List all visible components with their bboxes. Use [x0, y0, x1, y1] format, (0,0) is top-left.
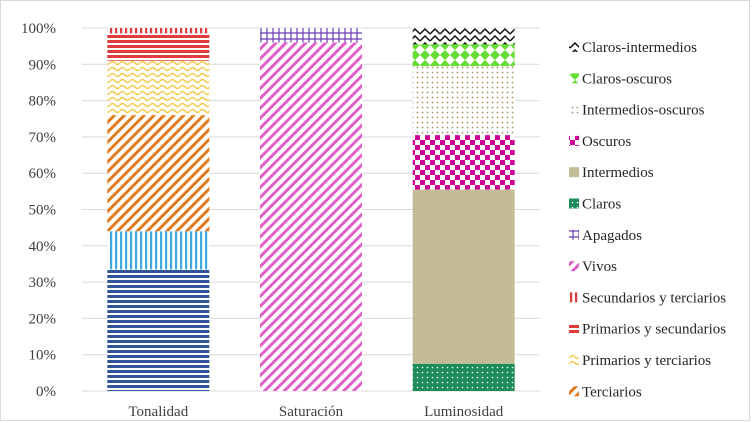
legend-item: Primarios y secundarios: [569, 322, 726, 338]
y-tick-label: 20%: [29, 311, 57, 327]
legend-item: Claros: [569, 197, 621, 213]
bar-segment: [107, 33, 210, 61]
legend-item: Oscuros: [569, 134, 631, 150]
legend-label: Apagados: [582, 228, 642, 244]
legend-swatch: [569, 355, 579, 365]
legend-label: Secundarios y terciarios: [582, 290, 726, 306]
legend-item: Secundarios y terciarios: [569, 290, 726, 306]
y-tick-label: 70%: [29, 130, 57, 146]
legend-item: Intermedios-oscuros: [569, 103, 705, 119]
legend-item: Vivos: [569, 259, 617, 275]
y-tick-label: 0%: [36, 384, 56, 400]
y-tick-label: 60%: [29, 166, 57, 182]
legend-swatch: [569, 167, 579, 178]
legend-label: Terciarios: [582, 384, 642, 400]
y-tick-label: 100%: [21, 21, 56, 37]
bar-segment: [107, 115, 210, 232]
y-axis-ticks: 0% 10% 20% 30% 40% 50% 60% 70% 80% 90% 100%: [21, 21, 56, 400]
x-category-label: Saturación: [279, 404, 344, 420]
legend-swatch: [569, 292, 579, 303]
legend-swatch: [569, 42, 579, 52]
legend-swatch: [569, 229, 579, 240]
bar-segment: [412, 66, 515, 136]
legend-swatch: [569, 386, 579, 397]
bar-segment: [412, 363, 515, 391]
legend-label: Primarios y terciarios: [582, 353, 711, 369]
y-tick-label: 50%: [29, 203, 57, 219]
legend-label: Oscuros: [582, 134, 631, 150]
bar-segment: [412, 44, 515, 67]
legend-swatch: [569, 135, 579, 146]
bar-segment: [107, 60, 210, 116]
legend-item: Claros-oscuros: [569, 71, 672, 87]
x-axis-categories: Tonalidad Saturación Luminosidad: [128, 404, 503, 420]
y-tick-label: 40%: [29, 239, 57, 255]
legend-item: Intermedios: [569, 165, 654, 181]
legend-swatch: [569, 104, 579, 115]
legend-label: Intermedios: [582, 165, 654, 181]
bar-segment: [107, 269, 210, 391]
legend: Claros-intermedios Claros-oscuros Intermed…: [569, 40, 726, 400]
bars: [107, 28, 515, 392]
legend-label: Claros-oscuros: [582, 71, 672, 87]
bar-segment: [260, 28, 362, 43]
legend-label: Vivos: [582, 259, 617, 275]
bar-segment: [260, 42, 362, 392]
legend-item: Primarios y terciarios: [569, 353, 711, 369]
legend-item: Terciarios: [569, 384, 642, 400]
y-tick-label: 10%: [29, 348, 57, 364]
bar-segment: [107, 231, 210, 270]
y-tick-label: 90%: [29, 57, 57, 73]
legend-label: Claros: [582, 197, 621, 213]
bar-segment: [412, 28, 515, 45]
legend-swatch: [569, 198, 579, 209]
y-tick-label: 80%: [29, 94, 57, 110]
legend-item: Apagados: [569, 228, 642, 244]
bar-segment: [107, 28, 210, 34]
legend-label: Primarios y secundarios: [582, 322, 726, 338]
y-tick-label: 30%: [29, 275, 57, 291]
legend-swatch: [569, 73, 579, 84]
legend-item: Claros-intermedios: [569, 40, 697, 56]
x-category-label: Tonalidad: [128, 404, 188, 420]
legend-label: Intermedios-oscuros: [582, 103, 705, 119]
x-category-label: Luminosidad: [424, 404, 504, 420]
bar-segment: [412, 189, 515, 364]
legend-swatch: [569, 323, 579, 334]
legend-swatch: [569, 261, 579, 272]
bar-segment: [412, 135, 515, 190]
legend-label: Claros-intermedios: [582, 40, 697, 56]
